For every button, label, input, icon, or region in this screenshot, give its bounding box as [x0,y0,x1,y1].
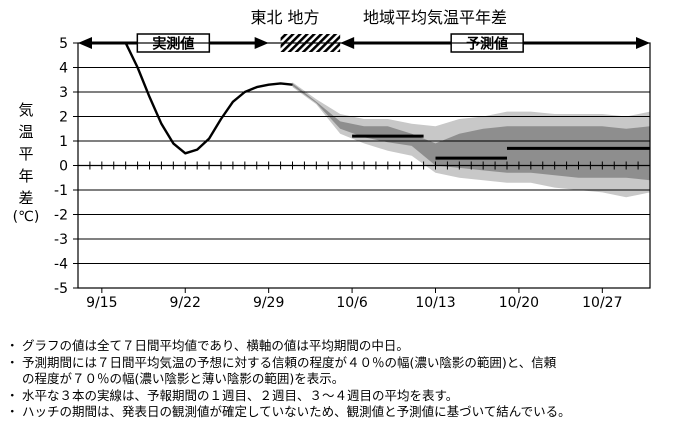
y-tick-label: 1 [59,134,68,150]
y-axis-label-char: 年 [18,167,33,185]
note-text: の程度が７０％の幅(濃い陰影と薄い陰影の範囲)を表示。 [22,371,345,386]
y-tick-label: 0 [59,159,68,175]
chart-title-main: 地域平均気温平年差 [363,8,507,27]
y-tick-label: -2 [54,208,68,224]
band-40-percent [292,83,650,181]
x-tick-label: 10/13 [415,295,455,311]
y-tick-label: 5 [59,36,68,52]
notes: ・グラフの値は全て７日間平均値であり、横軸の値は平均期間の中日。 ・予測期間には… [6,338,698,421]
y-tick-label: -5 [54,281,68,297]
bullet: ・ [6,354,19,370]
observed-label: 実測値 [152,36,194,53]
y-axis-label-char: 平 [18,145,33,163]
x-tick-label: 9/29 [253,295,284,311]
note-item: ・ハッチの期間は、発表日の観測値が確定していないため、観測値と予測値に基づいて結… [6,404,698,421]
y-axis-label-unit: (℃) [13,209,40,225]
bullet: ・ [6,338,19,353]
note-text: ハッチの期間は、発表日の観測値が確定していないため、観測値と予測値に基づいて結ん… [22,404,571,419]
observed-line [124,42,293,155]
forecast-label: 予測値 [466,36,508,53]
y-tick-label: -4 [54,257,68,273]
y-tick-label: -1 [54,183,68,199]
y-axis-label-char: 温 [18,123,33,141]
chart-title-region: 東北 地方 [250,8,319,27]
y-tick-label: -3 [54,232,68,248]
x-tick-label: 9/15 [86,295,117,311]
x-tick-label: 10/27 [582,295,622,311]
bullet: ・ [6,387,19,403]
y-tick-label: 3 [59,85,68,101]
note-item: ・グラフの値は全て７日間平均値であり、横軸の値は平均期間の中日。 [6,338,698,355]
y-tick-label: 2 [59,110,68,126]
x-tick-label: 10/20 [499,295,539,311]
bullet: ・ [6,404,19,419]
note-text: 予測期間には７日間平均気温の予想に対する信頼の程度が４０％の幅(濃い陰影の範囲)… [22,354,557,370]
note-item: ・水平な３本の実線は、予報期間の１週目、２週目、３～４週目の平均を表す。 [6,388,698,405]
x-tick-label: 9/22 [170,295,201,311]
note-item: ・予測期間には７日間平均気温の予想に対する信頼の程度が４０％の幅(濃い陰影の範囲… [6,355,698,372]
y-axis-label-char: 気 [18,101,33,119]
y-tick-label: 4 [59,61,68,77]
note-item-continued: の程度が７０％の幅(濃い陰影と薄い陰影の範囲)を表示。 [6,371,698,388]
x-tick-label: 10/6 [336,295,368,311]
y-axis-label-char: 差 [18,189,33,207]
note-text: グラフの値は全て７日間平均値であり、横軸の値は平均期間の中日。 [22,338,409,353]
temperature-anomaly-chart: 東北 地方 地域平均気温平年差 気温平年差 (℃) 実測値 予測値 5 4 3 2 1 0 -1… [13,8,651,311]
note-text: 水平な３本の実線は、予報期間の１週目、２週目、３～４週目の平均を表す。 [22,387,459,403]
